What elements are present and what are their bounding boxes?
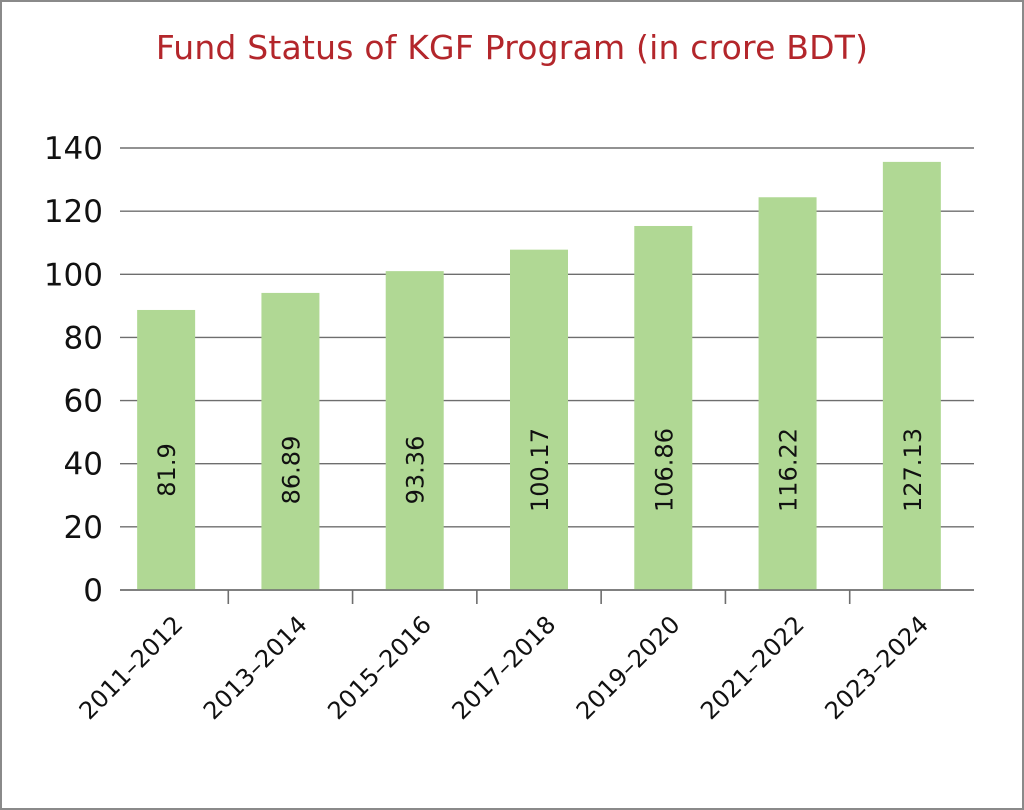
bar-value-label: 127.13 xyxy=(899,428,927,512)
y-tick-label: 0 xyxy=(83,573,103,609)
y-tick-label: 80 xyxy=(64,320,103,356)
y-tick-label: 40 xyxy=(64,447,103,483)
x-category-label: 2013–2014 xyxy=(198,610,313,725)
x-category-label: 2019–2020 xyxy=(571,610,686,725)
bar xyxy=(634,225,693,590)
bar xyxy=(261,292,320,590)
y-tick-label: 100 xyxy=(44,257,103,293)
bar xyxy=(510,249,568,590)
bar xyxy=(137,309,196,590)
y-tick-label: 20 xyxy=(64,510,103,546)
chart-title: Fund Status of KGF Program (in crore BDT… xyxy=(155,28,869,67)
axes xyxy=(120,589,974,604)
bar-value-label: 86.89 xyxy=(277,436,305,505)
y-tick-label: 120 xyxy=(44,194,103,230)
x-category-label: 2011–2012 xyxy=(74,610,189,725)
bar xyxy=(758,197,817,590)
x-category-label: 2015–2016 xyxy=(322,610,437,725)
bar-value-label: 106.86 xyxy=(650,428,678,512)
y-tick-label: 60 xyxy=(64,384,103,420)
y-tick-label: 140 xyxy=(44,131,103,167)
bar-value-label: 100.17 xyxy=(526,428,554,512)
x-category-label: 2021–2022 xyxy=(695,610,810,725)
bar xyxy=(882,161,941,591)
bar xyxy=(385,271,444,590)
x-category-label: 2017–2018 xyxy=(447,610,562,725)
bar-value-label: 93.36 xyxy=(402,436,430,505)
bars xyxy=(137,161,941,591)
bar-value-label: 116.22 xyxy=(775,428,803,512)
x-category-label: 2023–2024 xyxy=(819,610,934,725)
bar-value-label: 81.9 xyxy=(153,443,181,496)
